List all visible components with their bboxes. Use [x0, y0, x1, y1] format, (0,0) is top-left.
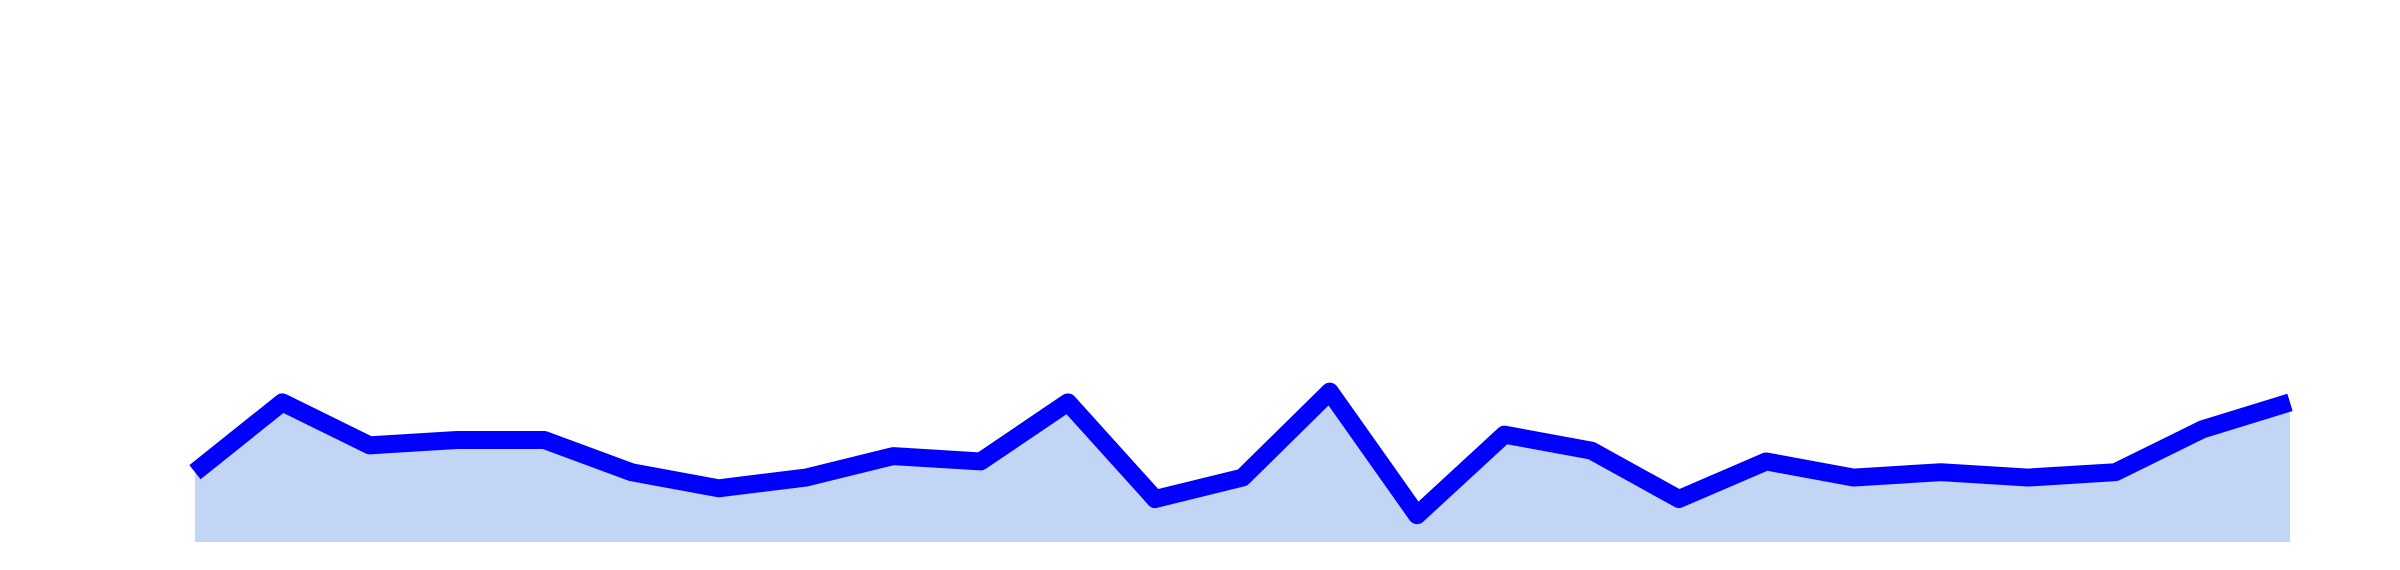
line-layer: [189, 382, 2293, 525]
series-area-fill: [195, 391, 2290, 542]
area-layer: [195, 391, 2290, 542]
series-line: [189, 382, 2293, 525]
